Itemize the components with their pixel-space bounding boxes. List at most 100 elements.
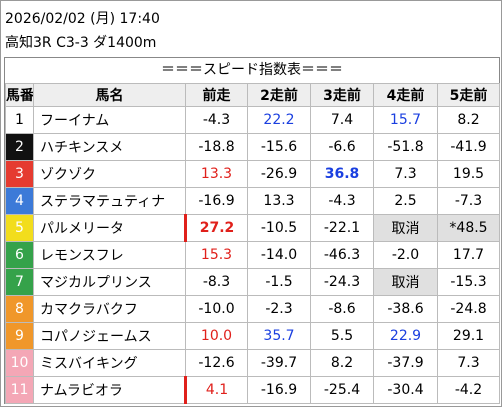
speed-index: -25.4 — [310, 376, 374, 404]
speed-index: 17.7 — [437, 241, 500, 269]
horse-number: 6 — [5, 241, 34, 269]
horse-number: 2 — [5, 133, 34, 161]
speed-index: -12.6 — [185, 349, 248, 377]
header-row: 馬番 馬名 前走 2走前 3走前 4走前 5走前 — [5, 83, 500, 107]
horse-name: ナムラビオラ — [33, 376, 186, 404]
speed-index: 8.2 — [437, 106, 500, 134]
horse-name: ステラマテュティナ — [33, 187, 186, 215]
horse-name: ミスバイキング — [33, 349, 186, 377]
horse-row: 2 ハチキンスメ -18.8 -15.6 -6.6 -51.8 -41.9 — [5, 133, 500, 161]
column-header: 馬番 — [5, 83, 34, 107]
speed-index: -8.6 — [310, 295, 374, 323]
speed-index: -4.3 — [310, 187, 374, 215]
speed-table: 馬番 馬名 前走 2走前 3走前 4走前 5走前 1 フーイナム -4.3 22.2 7.4 15.7 8… — [5, 83, 500, 404]
speed-index: 29.1 — [437, 322, 500, 350]
speed-index: -37.9 — [373, 349, 438, 377]
speed-index: -38.6 — [373, 295, 438, 323]
speed-index: -15.6 — [247, 133, 311, 161]
speed-index: -8.3 — [185, 268, 248, 296]
horse-row: 1 フーイナム -4.3 22.2 7.4 15.7 8.2 — [5, 106, 500, 134]
speed-index: 取消 — [373, 214, 438, 242]
speed-index: -2.3 — [247, 295, 311, 323]
column-header: 前走 — [185, 83, 248, 107]
speed-index: -10.0 — [185, 295, 248, 323]
horse-number: 3 — [5, 160, 34, 188]
column-header: 3走前 — [310, 83, 374, 107]
horse-row: 4 ステラマテュティナ -16.9 13.3 -4.3 2.5 -7.3 — [5, 187, 500, 215]
horse-number: 7 — [5, 268, 34, 296]
speed-index: 4.1 — [184, 376, 248, 404]
horse-row: 8 カマクラバクフ -10.0 -2.3 -8.6 -38.6 -24.8 — [5, 295, 500, 323]
speed-index: -39.7 — [247, 349, 311, 377]
speed-index: 7.4 — [310, 106, 374, 134]
speed-index: -16.9 — [247, 376, 311, 404]
speed-index: -2.0 — [373, 241, 438, 269]
horse-number: 5 — [5, 214, 34, 242]
speed-index: -14.0 — [247, 241, 311, 269]
table-title: ＝＝＝スピード指数表＝＝＝ — [161, 62, 343, 78]
horse-row: 11 ナムラビオラ 4.1 -16.9 -25.4 -30.4 -4.2 — [5, 376, 500, 404]
speed-index: -1.5 — [247, 268, 311, 296]
speed-index: 22.9 — [373, 322, 438, 350]
speed-index: 7.3 — [373, 160, 438, 188]
speed-index: 8.2 — [310, 349, 374, 377]
speed-index: -7.3 — [437, 187, 500, 215]
speed-index: -46.3 — [310, 241, 374, 269]
speed-index: -16.9 — [185, 187, 248, 215]
speed-index: 7.3 — [437, 349, 500, 377]
speed-index: -24.8 — [437, 295, 500, 323]
speed-index: -10.5 — [247, 214, 311, 242]
column-header: 5走前 — [437, 83, 500, 107]
column-header: 4走前 — [373, 83, 438, 107]
speed-index: 19.5 — [437, 160, 500, 188]
speed-index: -18.8 — [185, 133, 248, 161]
speed-index: 13.3 — [247, 187, 311, 215]
horse-name: ゾクゾク — [33, 160, 186, 188]
horse-row: 6 レモンスフレ 15.3 -14.0 -46.3 -2.0 17.7 — [5, 241, 500, 269]
horse-name: レモンスフレ — [33, 241, 186, 269]
race-info: 高知3R C3-3 ダ1400m — [5, 35, 157, 51]
horse-row: 5 パルメリータ 27.2 -10.5 -22.1 取消 *48.5 — [5, 214, 500, 242]
speed-index: 2.5 — [373, 187, 438, 215]
horse-name: ハチキンスメ — [33, 133, 186, 161]
horse-number: 1 — [5, 106, 34, 134]
speed-index: -4.2 — [437, 376, 500, 404]
horse-row: 9 コパノジェームス 10.0 35.7 5.5 22.9 29.1 — [5, 322, 500, 350]
speed-index: -26.9 — [247, 160, 311, 188]
speed-index: -51.8 — [373, 133, 438, 161]
speed-index: 取消 — [373, 268, 438, 296]
horse-name: パルメリータ — [33, 214, 186, 242]
speed-index: 10.0 — [185, 322, 248, 350]
horse-row: 7 マジカルプリンス -8.3 -1.5 -24.3 取消 -15.3 — [5, 268, 500, 296]
horse-name: マジカルプリンス — [33, 268, 186, 296]
speed-index: 27.2 — [184, 214, 248, 242]
speed-index: 36.8 — [310, 160, 374, 188]
horse-number: 8 — [5, 295, 34, 323]
column-header: 馬名 — [33, 83, 186, 107]
horse-name: フーイナム — [33, 106, 186, 134]
speed-index: 15.3 — [185, 241, 248, 269]
speed-index: 5.5 — [310, 322, 374, 350]
horse-row: 3 ゾクゾク 13.3 -26.9 36.8 7.3 19.5 — [5, 160, 500, 188]
speed-index: -22.1 — [310, 214, 374, 242]
speed-index: 35.7 — [247, 322, 311, 350]
speed-index: *48.5 — [437, 214, 500, 242]
speed-table-box: ＝＝＝スピード指数表＝＝＝ 馬番 馬名 前走 2走前 3走前 4走前 5走前 1 フーイナム -4… — [4, 57, 500, 404]
datetime: 2026/02/02 (月) 17:40 — [5, 11, 160, 27]
speed-index: 22.2 — [247, 106, 311, 134]
speed-index: 13.3 — [185, 160, 248, 188]
horse-row: 10 ミスバイキング -12.6 -39.7 8.2 -37.9 7.3 — [5, 349, 500, 377]
speed-index: -4.3 — [185, 106, 248, 134]
speed-index: -24.3 — [310, 268, 374, 296]
speed-index: -15.3 — [437, 268, 500, 296]
speed-index: 15.7 — [373, 106, 438, 134]
horse-number: 4 — [5, 187, 34, 215]
horse-name: カマクラバクフ — [33, 295, 186, 323]
speed-index: -30.4 — [373, 376, 438, 404]
column-header: 2走前 — [247, 83, 311, 107]
horse-number: 11 — [5, 376, 34, 404]
speed-index: -41.9 — [437, 133, 500, 161]
horse-name: コパノジェームス — [33, 322, 186, 350]
horse-number: 9 — [5, 322, 34, 350]
